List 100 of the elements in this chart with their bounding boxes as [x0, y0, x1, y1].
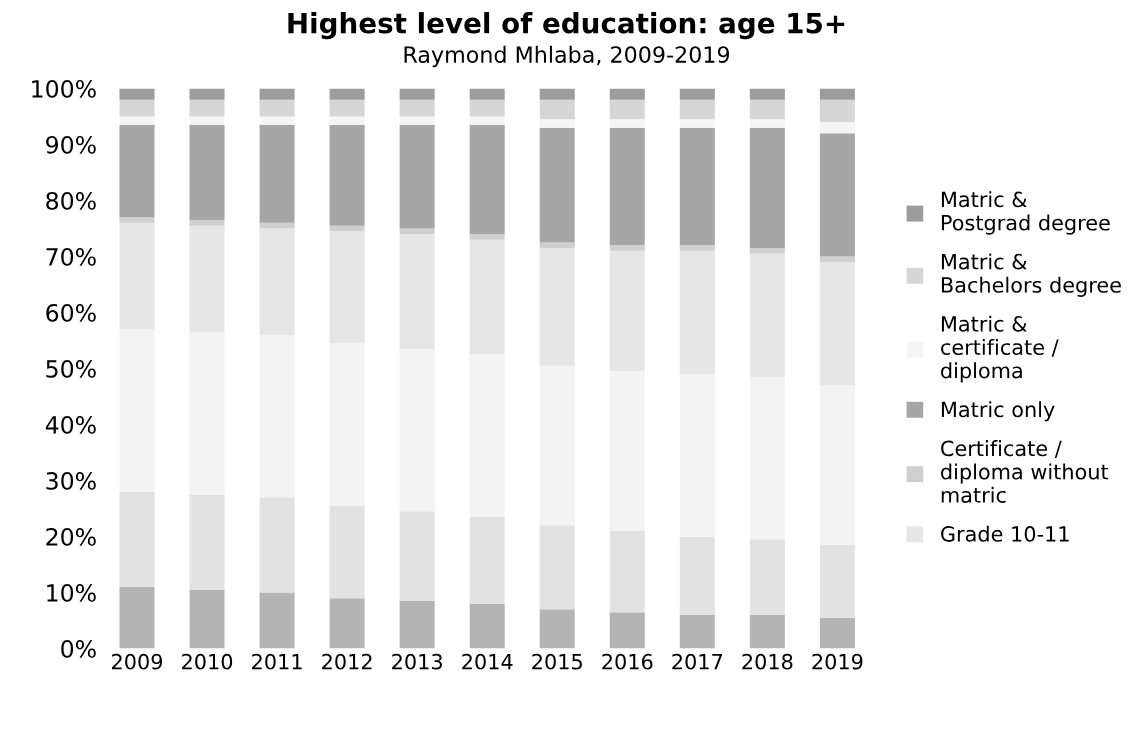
bar [749, 248, 785, 254]
y-tick-label: 50% [46, 359, 96, 378]
bar [539, 525, 575, 610]
x-tick-label: 2017 [672, 653, 723, 670]
bar [819, 133, 855, 257]
bar [399, 99, 435, 117]
bar [469, 234, 505, 240]
y-tick-label: 10% [47, 583, 96, 602]
bar [609, 127, 645, 246]
bar [189, 494, 225, 590]
bar [679, 119, 715, 128]
bar [399, 234, 435, 349]
bar [679, 374, 715, 537]
bar [609, 530, 645, 613]
bar [189, 99, 225, 117]
y-tick-label: 60% [46, 303, 96, 322]
bar [609, 99, 645, 120]
bar [679, 536, 715, 615]
bar [119, 222, 155, 330]
bar [119, 116, 155, 125]
x-tick-label: 2012 [322, 653, 372, 670]
bar [749, 376, 785, 540]
bar [609, 612, 645, 649]
bar [609, 371, 645, 531]
legend-label: Matric only [941, 401, 1055, 422]
y-tick-label: 0% [61, 640, 96, 658]
bar [329, 124, 365, 226]
y-tick-label: 30% [46, 471, 96, 490]
bar [189, 225, 225, 333]
bar [189, 220, 225, 226]
legend-label: Matric & Postgrad degree [941, 191, 1110, 235]
bar [469, 116, 505, 125]
bar [679, 250, 715, 375]
bar [749, 99, 785, 120]
bar [469, 603, 505, 649]
bar [819, 256, 855, 263]
bar [399, 124, 435, 229]
bar [399, 600, 435, 649]
bar [329, 99, 365, 117]
bar [469, 124, 505, 235]
bar [539, 248, 575, 366]
x-tick-label: 2010 [182, 653, 233, 670]
bar [819, 617, 855, 649]
bar [119, 99, 155, 117]
bar [749, 614, 785, 649]
y-tick-label: 70% [46, 247, 96, 266]
bar [539, 88, 575, 100]
bar [539, 609, 575, 649]
bar [679, 245, 715, 251]
legend-label: Grade 10-11 [941, 525, 1069, 542]
bar [679, 99, 715, 120]
legend-label: Matric & certificate / diploma [941, 315, 1059, 383]
bar [749, 253, 785, 377]
y-tick-label: 90% [46, 135, 96, 154]
x-tick-label: 2016 [602, 653, 653, 670]
bar [819, 385, 855, 545]
bar [469, 99, 505, 117]
bar [819, 262, 855, 386]
bar [189, 116, 225, 125]
bar [539, 127, 575, 243]
x-tick-label: 2019 [812, 653, 863, 670]
bar [469, 239, 505, 355]
bar [259, 228, 295, 335]
bar [259, 88, 295, 100]
bar [399, 88, 435, 100]
bar [259, 497, 295, 593]
bar [119, 491, 155, 587]
bar [609, 245, 645, 251]
bar [259, 334, 295, 498]
bar [399, 511, 435, 601]
bar [399, 116, 435, 125]
bar [539, 242, 575, 249]
y-tick-label: 40% [45, 415, 96, 434]
bar [189, 88, 225, 100]
bar [539, 99, 575, 120]
y-tick-label: 20% [46, 527, 96, 546]
bar [329, 598, 365, 649]
legend-label: Matric & Bachelors degree [941, 253, 1121, 297]
bar [679, 88, 715, 100]
bar [749, 127, 785, 249]
bar [329, 505, 365, 599]
bar [749, 88, 785, 100]
bar [609, 119, 645, 128]
x-tick-label: 2011 [252, 653, 302, 670]
bar [119, 217, 155, 223]
x-tick-label: 2014 [462, 653, 513, 670]
bar [749, 119, 785, 128]
bar [329, 88, 365, 100]
bar [189, 589, 225, 649]
bar [679, 614, 715, 649]
y-tick-label: 100% [32, 79, 96, 98]
x-tick-label: 2015 [532, 653, 582, 670]
bar [819, 99, 855, 123]
bar [119, 124, 155, 218]
bar [819, 544, 855, 618]
bar [469, 516, 505, 604]
chart-subtitle: Raymond Mhlaba, 2009-2019 [404, 45, 730, 68]
bar [819, 122, 855, 134]
bar [609, 250, 645, 372]
bar [749, 539, 785, 615]
